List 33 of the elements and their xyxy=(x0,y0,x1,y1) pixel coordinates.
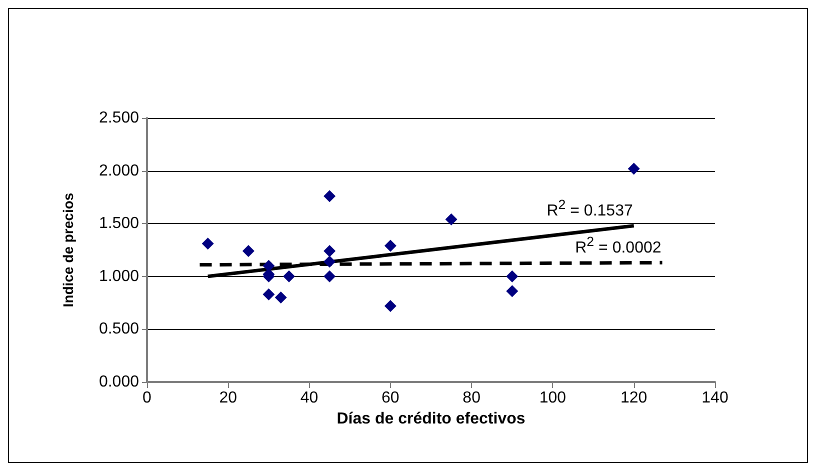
point xyxy=(324,190,336,202)
x-tick-label: 0 xyxy=(142,390,152,406)
point xyxy=(384,300,396,312)
x-tick-label: 100 xyxy=(539,390,566,406)
x-tick-label: 120 xyxy=(620,390,648,406)
point xyxy=(202,238,214,250)
point xyxy=(506,285,518,298)
point xyxy=(445,213,458,226)
y-tick-label: 1.000 xyxy=(98,268,140,285)
point xyxy=(384,240,396,252)
point xyxy=(628,162,640,175)
y-tick-label: 2.000 xyxy=(98,162,140,180)
annotation: R$^{2}$ = 0.1537 xyxy=(546,196,633,221)
y-tick-label: 2.500 xyxy=(98,110,140,126)
point xyxy=(262,288,275,300)
point xyxy=(283,270,295,282)
annotation: R$^{2}$ = 0.0002 xyxy=(575,233,662,258)
y-tick-label: 0.000 xyxy=(98,374,140,390)
y-axis-title: Indice de precios xyxy=(60,192,76,308)
x-axis-title: Días de crédito efectivos xyxy=(336,410,526,428)
y-tick-label: 0.500 xyxy=(98,320,140,338)
x-tick-label: 20 xyxy=(219,390,238,406)
x-tick-label: 40 xyxy=(300,390,318,406)
x-tick-label: 80 xyxy=(462,390,481,406)
point xyxy=(324,256,336,268)
point xyxy=(324,270,336,282)
x-tick-label: 140 xyxy=(702,390,728,406)
point xyxy=(242,245,254,258)
y-tick-label: 1.500 xyxy=(98,215,140,232)
point xyxy=(274,292,287,304)
point xyxy=(506,270,518,282)
point xyxy=(324,245,336,258)
x-tick-label: 60 xyxy=(382,390,400,406)
